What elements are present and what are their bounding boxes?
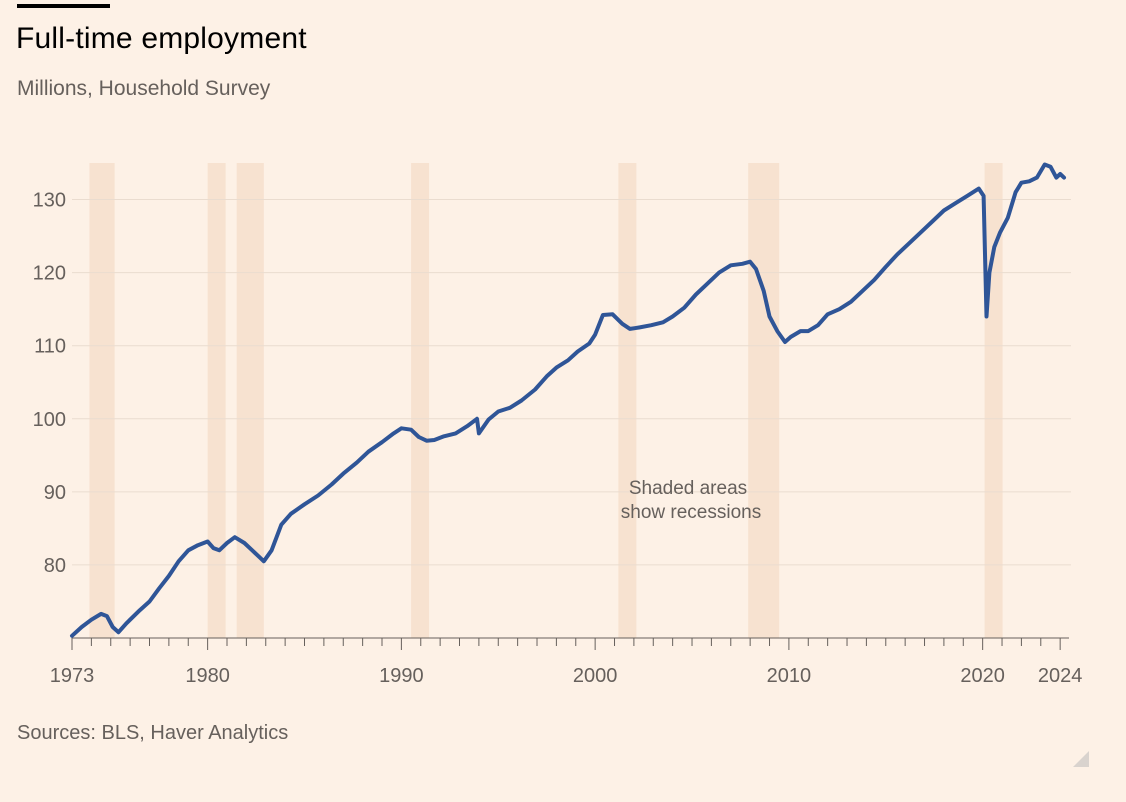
chart-subtitle: Millions, Household Survey — [17, 77, 271, 100]
x-tick-label-2024: 2024 — [1038, 665, 1083, 687]
x-tick-label-2010: 2010 — [767, 665, 812, 687]
y-tick-label-80: 80 — [44, 555, 66, 577]
line-chart: 80 90 100 110 120 130 1973 1980 1990 2000 2010 202… — [33, 162, 1083, 687]
y-tick-label-100: 100 — [33, 409, 66, 431]
series-layer — [70, 162, 1066, 638]
recession-band-2 — [207, 163, 226, 638]
recession-bands — [89, 163, 1003, 638]
y-tick-label-120: 120 — [33, 263, 66, 285]
y-tick-label-110: 110 — [34, 336, 66, 358]
annotation-line-1: Shaded areas — [629, 478, 747, 499]
chart-title: Full-time employment — [16, 22, 307, 55]
y-axis-ticks: 80 90 100 110 120 130 — [33, 190, 66, 577]
source-note: Sources: BLS, Haver Analytics — [17, 722, 289, 744]
grid-lines — [72, 199, 1071, 566]
x-tick-label-2020: 2020 — [960, 665, 1005, 687]
x-tick-label-2000: 2000 — [573, 665, 618, 687]
x-tick-label-1973: 1973 — [50, 665, 95, 687]
brand-bar — [17, 4, 110, 8]
y-tick-label-130: 130 — [33, 190, 66, 212]
recession-band-4 — [411, 163, 430, 638]
series-line-1 — [70, 162, 1066, 638]
recession-band-6 — [748, 163, 780, 638]
x-axis — [71, 637, 1069, 650]
annotation-line-2: show recessions — [621, 502, 761, 523]
resize-handle-icon[interactable] — [1073, 751, 1089, 767]
y-tick-label-90: 90 — [44, 482, 66, 504]
recession-band-1 — [89, 163, 115, 638]
x-tick-label-1990: 1990 — [379, 665, 424, 687]
x-tick-label-1980: 1980 — [185, 665, 230, 687]
recession-band-3 — [236, 163, 264, 638]
recession-band-5 — [618, 163, 637, 638]
x-axis-ticks: 1973 1980 1990 2000 2010 2020 2024 — [50, 665, 1083, 687]
